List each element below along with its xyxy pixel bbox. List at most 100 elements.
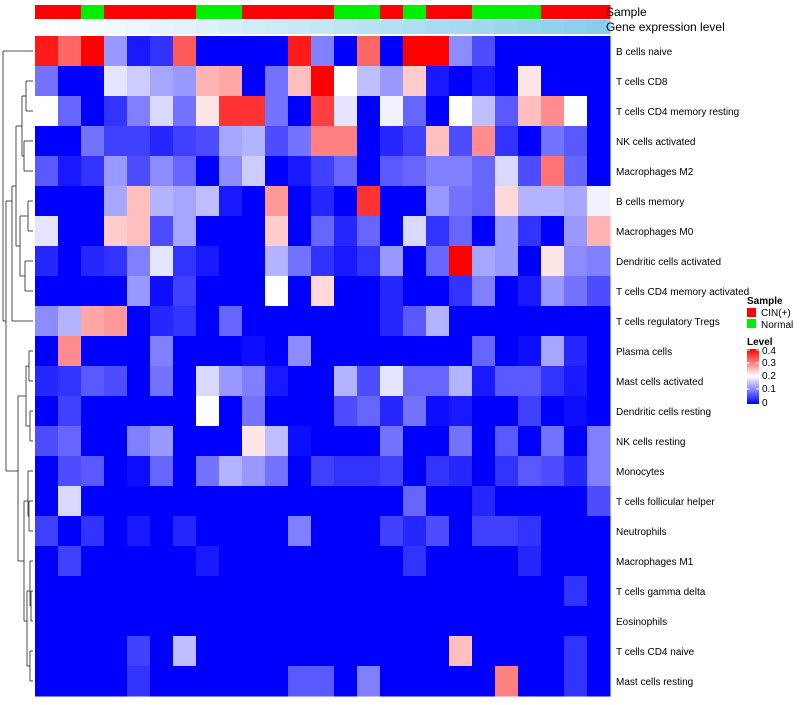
heatmap-cell [288,546,312,577]
heatmap-cell [426,156,450,187]
heatmap-cell [334,156,358,187]
heatmap-cell [288,336,312,367]
expression-annotation-cell [334,20,358,34]
heatmap-cell [173,516,197,547]
heatmap-cell [541,456,565,487]
heatmap-cell [150,486,174,517]
heatmap-cell [357,486,381,517]
heatmap-cell [173,606,197,637]
expression-annotation-cell [127,20,151,34]
row-label: Macrophages M0 [616,227,694,238]
heatmap-cell [518,96,542,127]
heatmap-cell [380,66,404,97]
heatmap-cell [564,636,588,667]
heatmap-cell [587,186,611,217]
heatmap-cell [196,186,220,217]
heatmap-cell [564,96,588,127]
heatmap-cell [58,96,82,127]
heatmap-cell [150,336,174,367]
heatmap-cell [58,576,82,607]
heatmap-cell [35,516,59,547]
heatmap-cell [288,456,312,487]
heatmap-cell [472,396,496,427]
heatmap-cell [219,186,243,217]
heatmap-cell [449,546,473,577]
heatmap-cell [127,456,151,487]
heatmap-cell [380,366,404,397]
heatmap-cell [196,366,220,397]
legend: Sample CIN(+) Normal Level [747,296,793,409]
legend-level-tick-2: 0.2 [762,371,776,382]
heatmap-cell [196,456,220,487]
heatmap-cell [587,336,611,367]
legend-level-title: Level [747,337,773,348]
heatmap-cell [541,516,565,547]
heatmap-cell [587,36,611,67]
heatmap-cell [127,306,151,337]
heatmap-cell [265,216,289,247]
heatmap-cell [173,636,197,667]
row-label: Dendritic cells activated [616,257,721,268]
heatmap-cell [311,426,335,457]
heatmap-cell [541,426,565,457]
heatmap-cell [495,366,519,397]
heatmap-cell [380,606,404,637]
heatmap-cell [426,486,450,517]
heatmap-cell [357,366,381,397]
heatmap-cell [334,516,358,547]
heatmap-cell [334,66,358,97]
heatmap-cell [127,546,151,577]
heatmap-cell [173,96,197,127]
heatmap-cell [288,426,312,457]
row-label: B cells memory [616,197,684,208]
expression-annotation-cell [587,20,611,34]
heatmap-cell [518,516,542,547]
heatmap-cell [81,96,105,127]
heatmap-cell [426,96,450,127]
heatmap-cell [449,66,473,97]
heatmap-cell [58,456,82,487]
heatmap-cell [219,336,243,367]
heatmap-cell [403,486,427,517]
heatmap-cell [518,156,542,187]
legend-level-tick-4: 0 [762,398,768,409]
heatmap-cell [334,216,358,247]
heatmap-cell [196,216,220,247]
heatmap-cell [58,306,82,337]
heatmap-cell [403,306,427,337]
heatmap-cell [380,336,404,367]
heatmap-cell [288,486,312,517]
expression-annotation-cell [541,20,565,34]
heatmap-cell [495,216,519,247]
heatmap-cell [403,516,427,547]
heatmap-cell [380,456,404,487]
heatmap-cell [564,426,588,457]
heatmap-cell [541,246,565,277]
heatmap-cell [35,546,59,577]
heatmap-cell [35,156,59,187]
sample-annotation-cell [219,5,243,19]
legend-level-tick-0: 0.4 [762,346,776,357]
heatmap-cell [334,336,358,367]
heatmap-cell [127,486,151,517]
heatmap-cell [403,576,427,607]
heatmap-cell [564,306,588,337]
heatmap-cell [449,606,473,637]
heatmap-cell [495,546,519,577]
heatmap-cell [35,246,59,277]
heatmap-cell [265,66,289,97]
heatmap-cell [196,36,220,67]
heatmap-cell [219,216,243,247]
heatmap-cell [196,276,220,307]
heatmap-cell [495,336,519,367]
heatmap-cell [357,456,381,487]
heatmap-cell [587,576,611,607]
heatmap-cell [196,156,220,187]
heatmap-cell [265,186,289,217]
heatmap-cell [219,606,243,637]
expression-annotation-cell [150,20,174,34]
row-label: Macrophages M2 [616,167,694,178]
heatmap-cell [150,366,174,397]
heatmap-cell [173,666,197,697]
row-label: T cells CD4 memory resting [616,107,739,118]
